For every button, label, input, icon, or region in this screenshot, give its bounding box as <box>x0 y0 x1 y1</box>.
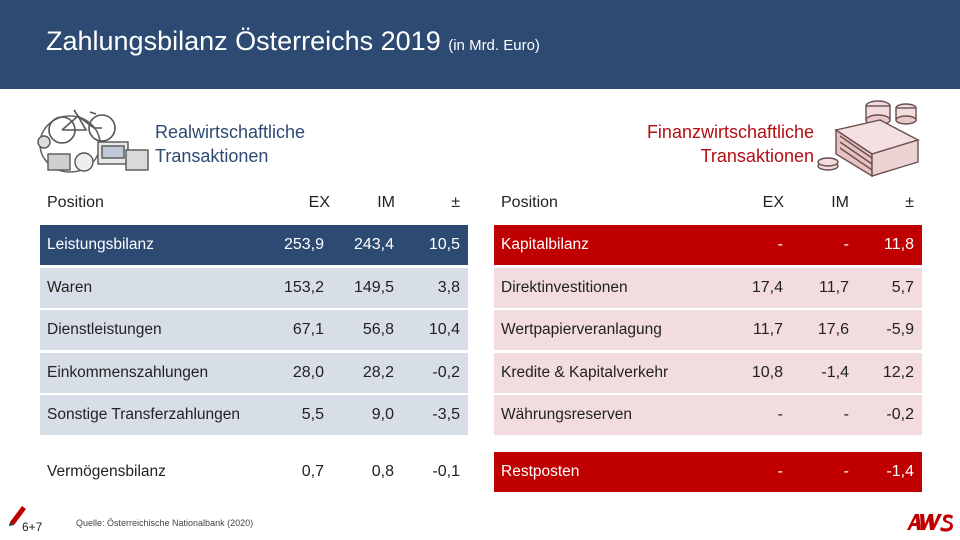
table-row-transferzahlungen: Sonstige Transferzahlungen 5,5 9,0 -3,5 <box>40 395 468 435</box>
row-label: Kredite & Kapitalverkehr <box>501 364 669 381</box>
row-ex: 253,9 <box>283 236 324 253</box>
row-label: Direktinvestitionen <box>501 279 628 296</box>
row-diff: 3,8 <box>437 279 460 296</box>
row-im: 243,4 <box>353 236 394 253</box>
table-row-restposten: Restposten - - -1,4 <box>494 452 922 492</box>
page-title: Zahlungsbilanz Österreichs 2019 (in Mrd.… <box>46 26 540 57</box>
money-coins-icon <box>817 100 920 178</box>
table-row-kredite: Kredite & Kapitalverkehr 10,8 -1,4 12,2 <box>494 353 922 393</box>
col-header-im-right: IM <box>831 194 849 211</box>
row-ex: 11,7 <box>753 321 783 338</box>
row-diff: 10,5 <box>428 236 460 253</box>
table-row-wertpapierveranlagung: Wertpapierveranlagung 11,7 17,6 -5,9 <box>494 310 922 350</box>
row-label: Leistungsbilanz <box>47 236 154 253</box>
row-ex: 67,1 <box>292 321 324 338</box>
row-label: Dienstleistungen <box>47 321 162 338</box>
title-unit: (in Mrd. Euro) <box>448 37 540 54</box>
table-row-waehrungsreserven: Währungsreserven - - -0,2 <box>494 395 922 435</box>
table-row-direktinvestitionen: Direktinvestitionen 17,4 11,7 5,7 <box>494 268 922 308</box>
section-title-financial: Finanzwirtschaftliche Transaktionen <box>646 122 814 166</box>
row-label: Sonstige Transferzahlungen <box>47 406 241 423</box>
table-row-dienstleistungen: Dienstleistungen 67,1 56,8 10,4 <box>40 310 468 350</box>
row-label: Einkommenszahlungen <box>47 364 209 381</box>
row-ex: - <box>777 236 783 253</box>
row-ex: 10,8 <box>751 364 783 381</box>
row-diff: -0,1 <box>432 463 460 480</box>
row-im: 56,8 <box>362 321 394 338</box>
row-diff: -1,4 <box>886 463 914 480</box>
row-diff: 5,7 <box>891 279 914 296</box>
table-row-einkommenszahlungen: Einkommenszahlungen 28,0 28,2 -0,2 <box>40 353 468 393</box>
row-diff: -0,2 <box>886 406 914 423</box>
row-im: 9,0 <box>371 406 394 423</box>
row-im: 0,8 <box>371 463 394 480</box>
row-im: 28,2 <box>362 364 394 381</box>
row-ex: 0,7 <box>301 463 324 480</box>
page-number-text: 6+7 <box>22 520 43 534</box>
section-title-real: Realwirtschaftliche Transaktionen <box>155 122 306 166</box>
row-im: 11,7 <box>819 279 849 296</box>
row-im: 149,5 <box>353 279 394 296</box>
row-label: Kapitalbilanz <box>501 236 589 253</box>
col-header-ex-left: EX <box>308 194 330 211</box>
row-diff: 10,4 <box>428 321 460 338</box>
pencil-icon <box>9 506 26 526</box>
row-im: - <box>843 406 849 423</box>
table-row-waren: Waren 153,2 149,5 3,8 <box>40 268 468 308</box>
row-diff: -5,9 <box>886 321 914 338</box>
row-ex: - <box>777 463 783 480</box>
row-diff: -0,2 <box>432 364 460 381</box>
row-diff: 12,2 <box>882 364 914 381</box>
row-ex: 17,4 <box>751 279 783 296</box>
col-header-position-right: Position <box>501 194 558 211</box>
row-im: - <box>843 236 849 253</box>
row-diff: -3,5 <box>432 406 460 423</box>
source-note: Quelle: Österreichische Nationalbank (20… <box>76 518 254 528</box>
title-bar: Zahlungsbilanz Österreichs 2019 (in Mrd.… <box>0 0 960 89</box>
row-label: Währungsreserven <box>501 406 632 423</box>
col-header-ex-right: EX <box>762 194 784 211</box>
row-label: Waren <box>47 279 93 296</box>
row-ex: - <box>777 406 783 423</box>
col-header-diff-left: ± <box>451 194 460 211</box>
bicycle-goods-icon <box>37 109 149 173</box>
page-number: 6+7 <box>6 500 46 536</box>
row-diff: 11,8 <box>884 236 914 253</box>
aws-logo <box>907 514 953 532</box>
row-label: Restposten <box>501 463 580 480</box>
row-ex: 5,5 <box>301 406 324 423</box>
table-row-leistungsbilanz: Leistungsbilanz 253,9 243,4 10,5 <box>40 225 468 265</box>
table-row-vermoegensbilanz: Vermögensbilanz 0,7 0,8 -0,1 <box>40 452 468 492</box>
row-im: - <box>843 463 849 480</box>
row-im: -1,4 <box>821 364 849 381</box>
title-text: Zahlungsbilanz Österreichs 2019 <box>46 26 441 56</box>
col-header-position-left: Position <box>47 194 104 211</box>
row-label: Vermögensbilanz <box>47 463 166 480</box>
table-row-kapitalbilanz: Kapitalbilanz - - 11,8 <box>494 225 922 265</box>
row-ex: 153,2 <box>283 279 324 296</box>
row-label: Wertpapierveranlagung <box>501 321 662 338</box>
row-im: 17,6 <box>817 321 849 338</box>
row-ex: 28,0 <box>292 364 324 381</box>
col-header-im-left: IM <box>377 194 395 211</box>
col-header-diff-right: ± <box>905 194 914 211</box>
